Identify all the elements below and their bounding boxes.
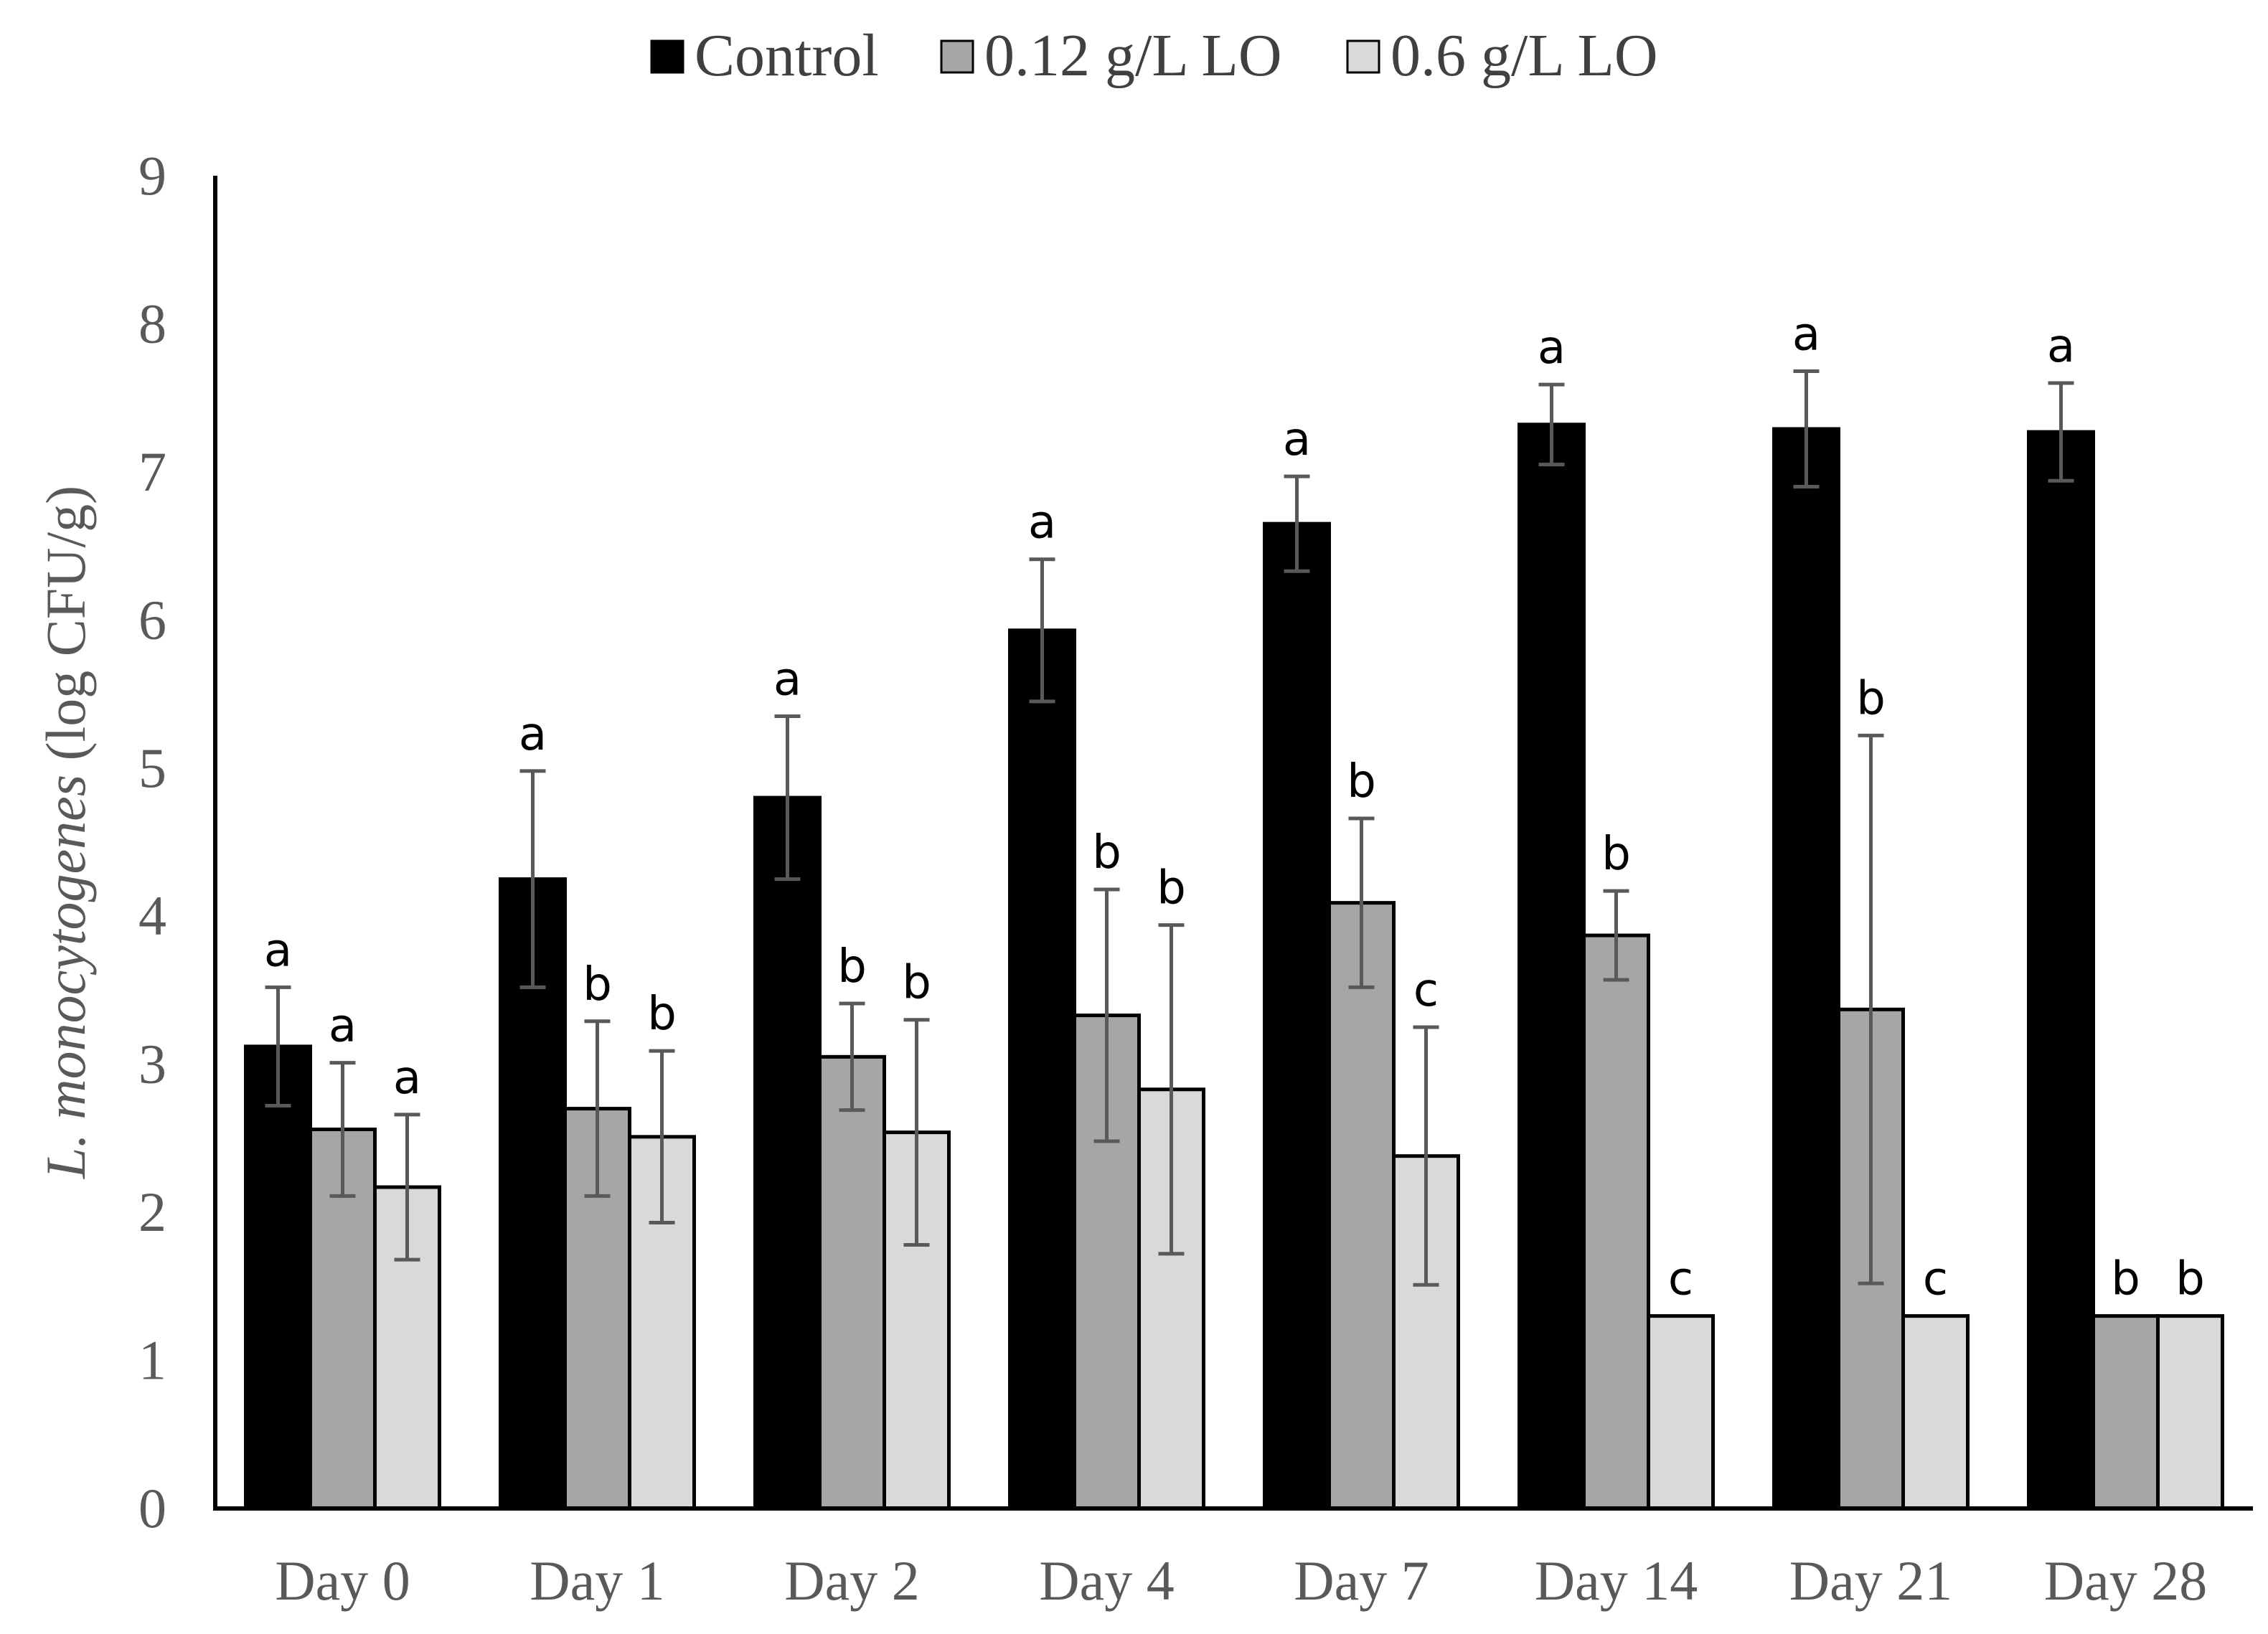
y-axis-title: L. monocytogenes (log CFU/g) [34,486,97,1179]
y-tick-label: 1 [138,1329,166,1392]
y-axis-ticks: 0 1 2 3 4 5 6 7 8 9 [138,144,166,1539]
bar [1582,933,1650,1511]
x-tick-label: Day 14 [1535,1549,1698,1612]
significance-letter: b [647,988,677,1041]
bar [1772,427,1840,1511]
significance-letter: b [1347,755,1376,808]
significance-letter: a [1792,308,1820,362]
y-tick-label: 8 [138,292,166,354]
y-tick-label: 4 [138,884,166,947]
bar [1647,1314,1715,1511]
legend-swatch-012 [940,39,974,74]
bar [2027,430,2095,1511]
y-tick-label: 7 [138,440,166,503]
significance-letter: a [519,708,547,761]
legend-swatch-06 [1346,39,1380,74]
significance-letter: a [2047,320,2075,373]
significance-letter: b [2111,1253,2140,1306]
y-tick-label: 9 [138,144,166,207]
significance-letter: a [773,653,801,707]
significance-letter: a [1538,321,1566,374]
y-axis-title-italic: L. monocytogenes [34,775,97,1179]
bar [753,795,822,1511]
y-tick-label: 6 [138,588,166,651]
significance-letter: a [264,924,292,977]
significance-letter: b [1856,672,1886,725]
y-tick-label: 2 [138,1181,166,1243]
significance-letter: b [837,940,867,993]
bars [244,422,2224,1511]
x-tick-label: Day 21 [1789,1549,1952,1612]
bar [818,1054,886,1511]
significance-letter: a [329,1000,357,1053]
x-tick-label: Day 7 [1294,1549,1429,1612]
x-tick-label: Day 2 [784,1549,919,1612]
legend-swatch-control [650,39,684,74]
y-tick-label: 5 [138,737,166,799]
bar [1263,521,1331,1511]
x-tick-label: Day 28 [2044,1549,2207,1612]
significance-letter: a [1028,496,1056,549]
legend-label-06: 0.6 g/L LO [1391,22,1658,89]
significance-letter: b [1092,826,1121,879]
x-tick-label: Day 4 [1039,1549,1174,1612]
y-tick-label: 0 [138,1477,166,1539]
significance-letter: b [902,957,931,1010]
legend-label-control: Control [695,22,879,89]
x-tick-label: Day 0 [275,1549,410,1612]
significance-letter: a [393,1052,421,1105]
y-tick-label: 3 [138,1033,166,1095]
legend-label-012: 0.12 g/L LO [984,22,1282,89]
error-bars [265,369,2074,1287]
bar [1518,422,1586,1511]
bar [1327,901,1396,1511]
bar [2091,1314,2160,1511]
significance-letter: b [2175,1253,2205,1306]
y-axis-title-unit: (log CFU/g) [34,486,97,775]
significance-letter: c [1668,1253,1693,1306]
significance-letter: c [1923,1253,1948,1306]
bar [1901,1314,1970,1511]
significance-letter: b [583,958,612,1011]
bar [244,1044,312,1511]
bar [1008,628,1076,1511]
significance-letter: b [1601,828,1631,881]
bar [2156,1314,2224,1511]
significance-letter: a [1283,413,1311,466]
legend: Control 0.12 g/L LO 0.6 g/L LO [650,22,1658,89]
significance-letter: c [1413,964,1439,1017]
x-axis-labels: Day 0 Day 1 Day 2 Day 4 Day 7 Day 14 Day 21 Day… [275,1549,2207,1612]
x-tick-label: Day 1 [530,1549,664,1612]
significance-letter: b [1157,862,1186,915]
